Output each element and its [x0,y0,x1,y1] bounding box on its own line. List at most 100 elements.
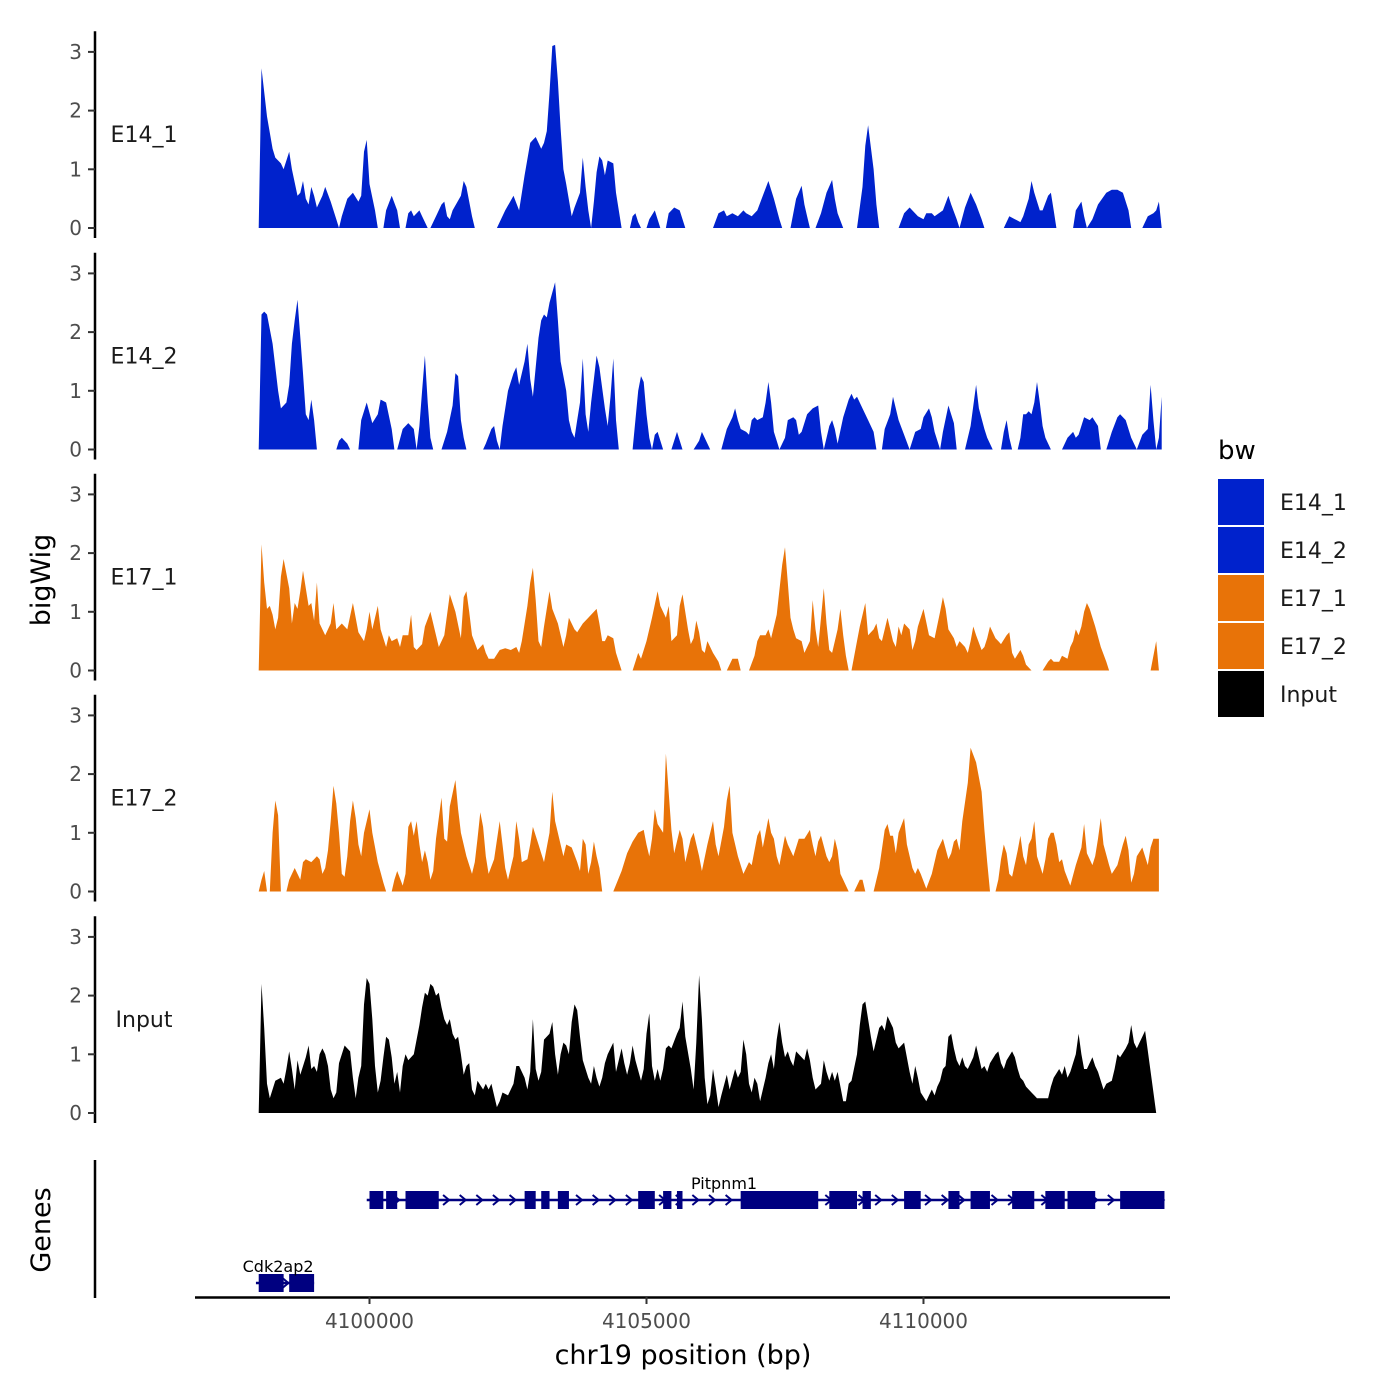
track-e14-2: 0 1 2 3 E14_2 [69,252,1162,462]
y-tick-label: 3 [69,40,82,64]
y-tick-label: 2 [69,320,82,344]
track-label: E17_1 [111,566,178,591]
y-tick-label: 0 [69,216,82,240]
strand-arrow-icon [591,1194,601,1206]
track-e14-1: 0 1 2 3 E14_1 [69,31,1162,240]
exon-block [1045,1191,1065,1209]
track-label: E14_1 [111,123,178,148]
y-tick-label: 2 [69,984,82,1008]
y-tick-label: 1 [69,600,82,624]
y-tick-label: 0 [69,659,82,683]
gene-label: Pitpnm1 [691,1174,757,1193]
exon-block [258,1274,284,1292]
y-tick-label: 3 [69,925,82,949]
legend-label: E17_1 [1280,587,1347,612]
exon-block [638,1191,655,1209]
track-label: E14_2 [111,345,178,370]
y-tick-label: 3 [69,703,82,727]
exon-block [405,1191,439,1209]
exon-block [904,1191,921,1209]
genes-axis-title: Genes [26,1187,57,1272]
strand-arrow-icon [924,1194,933,1206]
legend-swatch [1218,527,1264,573]
strand-arrow-icon [708,1194,717,1206]
strand-arrow-icon [442,1194,451,1206]
gene-label: Cdk2ap2 [243,1257,314,1276]
legend-swatch [1218,479,1264,525]
exon-block [1012,1191,1035,1209]
exon-block [524,1191,536,1209]
exon-block [740,1191,819,1209]
track-e17-1: 0 1 2 3 E17_1 [69,473,1159,683]
exon-block [948,1191,960,1209]
strand-arrow-icon [990,1194,1000,1206]
exon-block [386,1191,398,1209]
y-tick-label: 2 [69,762,82,786]
track-e17-2: 0 1 2 3 E17_2 [69,694,1159,904]
x-tick-label: 4110000 [879,1309,968,1333]
y-tick-label: 1 [69,379,82,403]
tracks-area: 0 1 2 3 E14_1 0 1 2 3 E14_2 0 1 2 3 E17_1 0 1 2 3 E17_2 0 1 2 3… [69,31,1162,1125]
x-axis-title: chr19 position (bp) [555,1340,812,1371]
x-tick-label: 4100000 [325,1309,414,1333]
strand-arrow-icon [891,1194,900,1206]
gene-cdk2ap2: Cdk2ap2 [243,1257,315,1292]
exon-block [676,1191,683,1209]
y-tick-label: 1 [69,157,82,181]
strand-arrow-icon [492,1194,501,1206]
strand-arrow-icon [940,1194,950,1206]
strand-arrow-icon [508,1194,518,1206]
signal-area-e14-1 [258,44,1162,229]
signal-area-e17-1 [258,544,1159,671]
strand-arrow-icon [724,1194,734,1206]
strand-arrow-icon [691,1194,700,1206]
strand-arrow-icon [1107,1194,1116,1206]
track-input: 0 1 2 3 Input [69,916,1157,1125]
y-tick-label: 1 [69,821,82,845]
strand-arrow-icon [459,1194,468,1206]
strand-arrow-icon [957,1194,966,1206]
exon-block [541,1191,550,1209]
strand-arrow-icon [874,1194,883,1206]
y-tick-label: 0 [69,438,82,462]
strand-arrow-icon [625,1194,634,1206]
legend-title: bw [1218,436,1256,466]
exon-block [289,1274,315,1292]
legend-swatch [1218,671,1264,717]
track-label: E17_2 [111,787,178,812]
y-tick-label: 0 [69,1101,82,1125]
y-tick-label: 2 [69,99,82,123]
track-label: Input [116,1008,173,1033]
x-tick-label: 4105000 [602,1309,691,1333]
legend-label: E14_1 [1280,491,1347,516]
strand-arrow-icon [608,1194,617,1206]
genes-panel: Cdk2ap2 Pitpnm1 [93,1160,1166,1298]
legend-swatch [1218,623,1264,669]
signal-area-e17-2 [258,747,1159,892]
gene-pitpnm1: Pitpnm1 [366,1174,1166,1209]
strand-arrow-icon [575,1194,584,1206]
y-tick-label: 3 [69,261,82,285]
legend: bw E14_1 E14_2 E17_1 E17_2 Input [1218,436,1347,717]
y-tick-label: 3 [69,482,82,506]
exon-block [1067,1191,1096,1209]
legend-label: Input [1280,683,1337,708]
strand-arrow-icon [281,1277,290,1289]
exon-block [1120,1191,1165,1209]
exon-block [829,1191,858,1209]
strand-arrow-icon [475,1194,484,1206]
y-tick-label: 1 [69,1042,82,1066]
legend-label: E17_2 [1280,635,1347,660]
legend-label: E14_2 [1280,539,1347,564]
legend-swatch [1218,575,1264,621]
x-axis: 4100000 4105000 4110000 [195,1296,1170,1333]
y-tick-label: 2 [69,541,82,565]
exon-block [970,1191,990,1209]
exon-block [862,1191,871,1209]
exon-block [369,1191,384,1209]
signal-area-input [258,975,1157,1113]
y-axis-title: bigWig [26,534,57,627]
y-tick-label: 0 [69,880,82,904]
exon-block [557,1191,569,1209]
